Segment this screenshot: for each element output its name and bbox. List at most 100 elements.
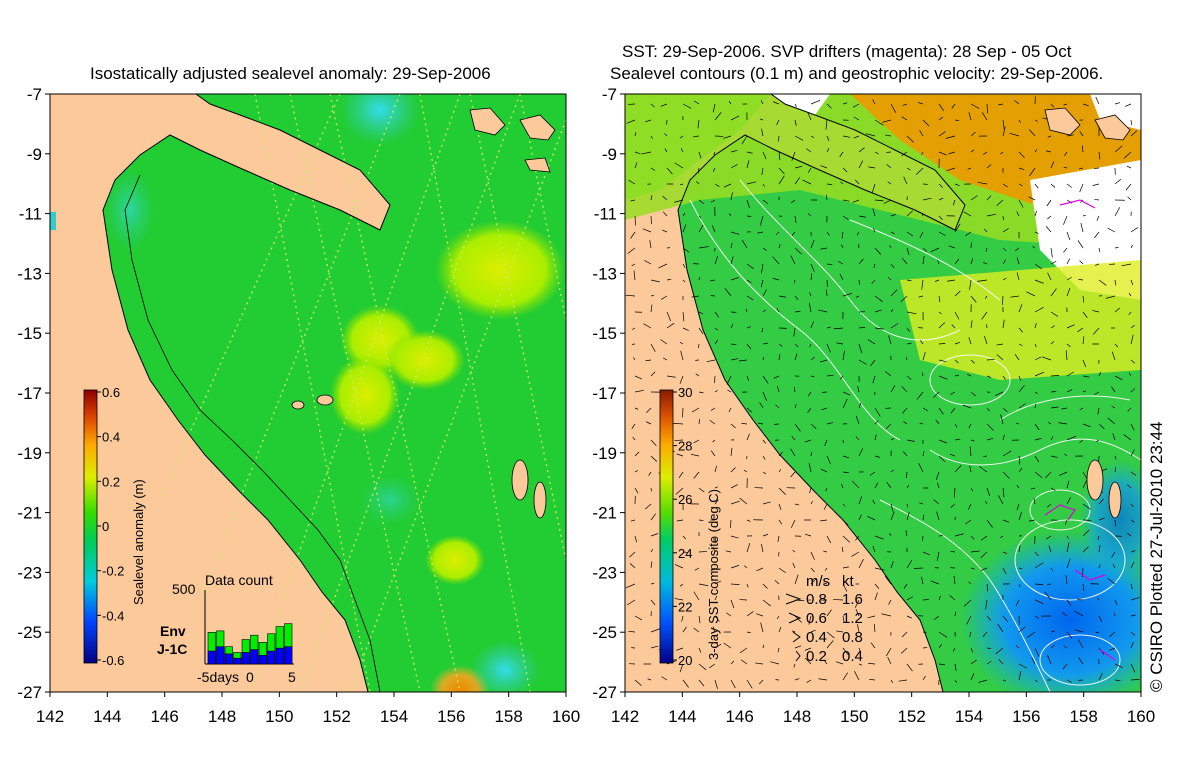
data-count-bar-j1c (284, 646, 293, 665)
data-count-bar-j1c (250, 649, 259, 665)
velocity-legend-kt-value: 0.8 (842, 629, 863, 646)
data-count-xlabel-zero: 0 (246, 669, 254, 685)
right-x-tick-142: 142 (611, 707, 639, 726)
right-x-tick-148: 148 (783, 707, 811, 726)
right-x-tick-158: 158 (1069, 707, 1097, 726)
right-colorbar-ticks: 30 28 26 24 22 20 (673, 385, 692, 668)
right-colorbar-tick-22: 22 (678, 599, 692, 614)
right-y-tick--13: -13 (592, 264, 617, 283)
left-x-tick-148: 148 (208, 707, 236, 726)
data-count-bar-j1c (275, 647, 284, 665)
left-y-axis-ticks: -7 -9 -11 -13 -15 -17 -19 -21 -23 -25 -27 (17, 85, 50, 702)
left-x-tick-160: 160 (552, 707, 580, 726)
legend-env: Env (160, 623, 186, 639)
velocity-legend-ms-value: 0.8 (806, 591, 827, 608)
right-y-tick--21: -21 (592, 504, 617, 523)
data-count-xlabel-start: -5days (197, 669, 239, 685)
velocity-legend: m/s kt 0.8 1.6 0.6 1.2 0.4 0.8 0.2 0.4 (785, 573, 863, 665)
left-y-tick--25: -25 (17, 623, 42, 642)
right-sealevel-contours (689, 179, 1141, 692)
right-sst-cool-south (960, 530, 1141, 692)
left-x-axis-ticks: 142 144 146 148 150 152 154 156 158 160 (36, 692, 580, 726)
right-y-axis-ticks: -7 -9 -11 -13 -15 -17 -19 -21 -23 -25 -27 (592, 85, 625, 702)
right-colorbar-tick-30: 30 (678, 385, 692, 400)
left-colorbar-tick-0.6: 0.6 (102, 385, 120, 400)
right-x-tick-154: 154 (955, 707, 983, 726)
left-y-tick--15: -15 (17, 324, 42, 343)
velocity-legend-header-ms: m/s (806, 573, 830, 590)
left-colorbar-tick-0.2: 0.2 (102, 474, 120, 489)
right-colorbar-tick-20: 20 (678, 653, 692, 668)
right-velocity-arrows (625, 96, 1140, 689)
left-y-tick--11: -11 (19, 205, 42, 224)
velocity-legend-header-kt: kt (842, 573, 855, 590)
velocity-legend-ms-value: 0.2 (806, 648, 827, 665)
data-count-bars (207, 623, 293, 665)
velocity-legend-kt-value: 1.6 (842, 591, 863, 608)
right-coastline (677, 94, 966, 692)
right-colorbar (659, 389, 674, 664)
right-y-tick--19: -19 (592, 444, 617, 463)
left-colorbar-tick-0.4: 0.4 (102, 430, 120, 445)
right-y-tick--15: -15 (592, 324, 617, 343)
right-y-tick--17: -17 (592, 384, 617, 403)
left-map-title: Isostatically adjusted sealevel anomaly:… (90, 64, 491, 83)
left-y-tick--19: -19 (17, 444, 42, 463)
left-anomaly-high-coral-sea (435, 220, 565, 320)
right-islands (1044, 107, 1131, 519)
right-colorbar-tick-26: 26 (678, 492, 692, 507)
left-x-tick-154: 154 (380, 707, 408, 726)
left-x-tick-158: 158 (494, 707, 522, 726)
left-map (50, 94, 566, 692)
right-y-tick--25: -25 (592, 623, 617, 642)
data-count-bar-j1c (258, 655, 267, 665)
left-y-tick--13: -13 (17, 264, 42, 283)
right-x-tick-152: 152 (897, 707, 925, 726)
left-coastline (102, 94, 391, 692)
right-x-tick-144: 144 (668, 707, 696, 726)
left-anomaly-high-east (385, 330, 465, 390)
velocity-legend-ms-value: 0.6 (806, 610, 827, 627)
right-map-title-line2: Sealevel contours (0.1 m) and geostrophi… (610, 64, 1104, 83)
left-anomaly-low-north (340, 94, 420, 145)
right-x-tick-156: 156 (1012, 707, 1040, 726)
right-cloud-patch-corner (1090, 94, 1141, 130)
right-x-axis-ticks: 142 144 146 148 150 152 154 156 158 160 (611, 692, 1155, 726)
velocity-legend-kt-value: 0.4 (842, 648, 863, 665)
left-edge-patch (50, 212, 56, 230)
right-colorbar-tick-28: 28 (678, 439, 692, 454)
left-x-tick-144: 144 (93, 707, 121, 726)
left-anomaly-high-south (425, 535, 485, 585)
left-anomaly-high-reef (330, 355, 400, 435)
legend-j1c: J-1C (157, 641, 187, 657)
right-x-tick-146: 146 (725, 707, 753, 726)
left-anomaly-low-mid (360, 475, 420, 525)
data-count-bar-j1c (233, 657, 242, 665)
data-count-bar-j1c (224, 653, 233, 665)
data-count-bar-j1c (207, 650, 216, 665)
right-y-tick--9: -9 (602, 145, 617, 164)
data-count-bar-j1c (216, 646, 225, 665)
left-colorbar (83, 389, 98, 664)
right-map-title-line1: SST: 29-Sep-2006. SVP drifters (magenta)… (622, 42, 1072, 61)
velocity-legend-arrow (792, 631, 801, 643)
data-count-title: Data count (205, 572, 273, 588)
left-colorbar-tick--0.4: -0.4 (102, 608, 124, 623)
left-colorbar-tick--0.6: -0.6 (102, 653, 124, 668)
data-count-bar-j1c (267, 650, 276, 665)
right-cloud-patch-north (771, 94, 830, 115)
left-y-tick--17: -17 (17, 384, 42, 403)
right-colorbar-tick-24: 24 (678, 546, 692, 561)
right-colorbar-label: 3-day SST composite (deg C) (706, 489, 721, 660)
left-colorbar-tick-0: 0 (102, 519, 109, 534)
right-map (625, 94, 1141, 692)
velocity-legend-arrow (785, 593, 802, 605)
right-sst-gulf (625, 94, 771, 200)
data-count-bar-j1c (241, 652, 250, 665)
left-x-tick-152: 152 (322, 707, 350, 726)
right-sst-mid-band (900, 260, 1141, 380)
left-x-tick-142: 142 (36, 707, 64, 726)
left-x-tick-156: 156 (437, 707, 465, 726)
left-y-tick--27: -27 (17, 683, 42, 702)
